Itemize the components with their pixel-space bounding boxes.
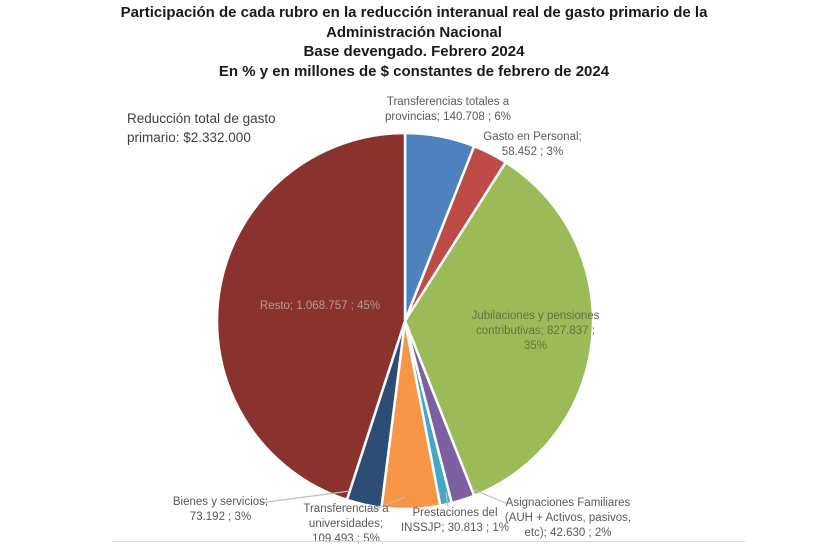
label-leader-line [372, 496, 406, 511]
chart-bottom-border [113, 541, 745, 542]
label-leader-line [259, 490, 351, 504]
slice-label-bienes-servicios: Bienes y servicios; 73.192 ; 3% [172, 496, 269, 523]
pie-slice-jubilaciones [403, 161, 595, 498]
slice-label-jubilaciones: Jubilaciones y pensiones contributivas; … [471, 310, 600, 352]
slice-label-asignaciones-familiares: Asignaciones Familiares (AUH + Activos, … [504, 497, 632, 539]
slice-label-resto: Resto; 1.068.757 ; 45% [259, 300, 381, 312]
total-reduction-note: Reducción total de gasto primario: $2.33… [127, 111, 276, 145]
slice-label-transferencias-provincias: Transferencias totales a provincias; 140… [385, 96, 511, 123]
chart-title: Participación de cada rubro en la reducc… [120, 4, 708, 80]
label-leader-line [471, 488, 509, 505]
label-leader-line [445, 491, 449, 508]
slice-label-gasto-personal: Gasto en Personal; 58.452 ; 3% [483, 131, 582, 158]
slice-label-transferencias-universidades: Transferencias a universidades; 109.493 … [303, 503, 389, 545]
pie-slice-resto [215, 131, 407, 502]
slice-label-prestaciones-inssjp: Prestaciones del INSSJP; 30.813 ; 1% [400, 507, 510, 534]
